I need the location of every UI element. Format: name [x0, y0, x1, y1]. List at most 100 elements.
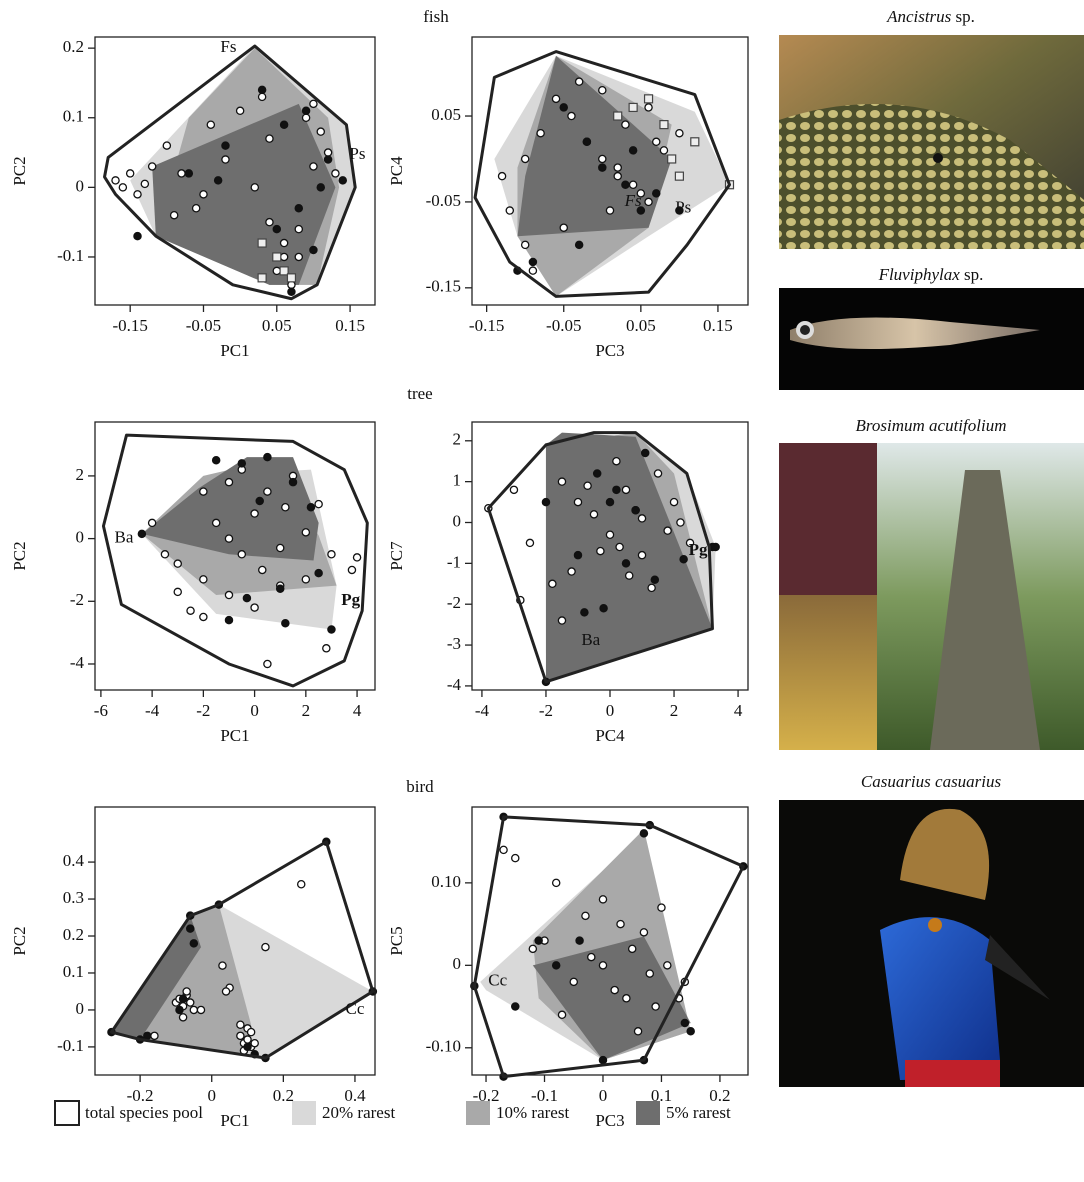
- point-open: [160, 550, 170, 559]
- point-annotation: Cc: [346, 999, 365, 1018]
- point-open: [236, 1020, 245, 1029]
- point-open: [199, 190, 208, 199]
- point-square: [257, 273, 267, 283]
- point-open: [652, 137, 661, 147]
- panel: -0.15 -0.05 0.05 0.15-0.15-0.050.05PC3PC4Fs…: [387, 36, 749, 360]
- point-open: [675, 128, 684, 138]
- point-filled: [631, 505, 640, 515]
- x-tick-label: -4: [475, 701, 490, 720]
- point-square: [628, 102, 638, 113]
- point-open: [322, 644, 331, 653]
- y-tick-label: 0: [76, 176, 85, 195]
- point-open: [182, 987, 191, 996]
- point-filled: [323, 155, 333, 164]
- point-open: [567, 111, 576, 121]
- point-open: [246, 1027, 256, 1037]
- x-axis-label: PC4: [595, 726, 625, 745]
- point-open: [605, 206, 615, 215]
- point-filled: [639, 829, 649, 838]
- y-tick-label: -0.15: [426, 277, 461, 296]
- x-tick-label: -0.1: [531, 1086, 558, 1105]
- point-filled: [652, 189, 661, 198]
- total-pool-hull: [486, 431, 714, 684]
- point-filled: [528, 257, 538, 267]
- point-open: [511, 853, 520, 863]
- y-tick-label: 0: [76, 528, 85, 547]
- point-filled: [573, 550, 583, 560]
- point-open: [279, 252, 289, 262]
- panel: -4 -2 0 2 4 -4 -3 -2 -1 0 1 2 PC4 PC7 Ba Pg: [387, 421, 749, 745]
- point-open: [296, 880, 306, 889]
- point-open: [624, 571, 634, 580]
- caption-rest: sp.: [960, 265, 984, 284]
- point-open: [536, 128, 545, 138]
- point-open: [265, 217, 274, 227]
- x-axis-label: PC3: [595, 341, 624, 360]
- point-square: [257, 238, 267, 248]
- rarity-hull: [111, 915, 201, 1040]
- point-open: [178, 1013, 188, 1022]
- point-open: [173, 559, 182, 568]
- point-filled: [650, 575, 660, 584]
- point-open: [263, 487, 272, 496]
- point-open: [224, 590, 234, 600]
- point-open: [352, 553, 362, 562]
- point-filled: [686, 1027, 695, 1036]
- point-open: [189, 1005, 199, 1015]
- point-filled: [257, 85, 267, 95]
- point-open: [596, 546, 605, 556]
- photo-caption: Ancistrus sp.: [886, 7, 975, 26]
- x-tick-label: -4: [145, 701, 160, 720]
- point-open: [327, 550, 336, 559]
- point-open: [627, 944, 637, 954]
- legend-swatch: [54, 1100, 80, 1126]
- point-open: [559, 223, 568, 232]
- point-open: [243, 1035, 252, 1044]
- point-filled: [294, 203, 304, 213]
- point-filled: [612, 485, 621, 495]
- y-tick-label: -3: [447, 634, 461, 653]
- point-open: [573, 497, 583, 507]
- point-square: [279, 266, 289, 276]
- point-open: [316, 127, 326, 136]
- point-open: [237, 550, 247, 559]
- y-tick-label: -0.10: [426, 1037, 461, 1056]
- y-axis-label: PC2: [10, 541, 29, 570]
- point-filled: [178, 994, 188, 1004]
- point-open: [557, 616, 567, 625]
- point-filled: [309, 245, 318, 255]
- y-tick-label: -0.1: [57, 1036, 84, 1055]
- point-annotation: Pg: [341, 590, 360, 609]
- point-open: [185, 998, 195, 1007]
- total-pool-hull: [103, 44, 357, 301]
- point-open: [162, 141, 172, 150]
- legend-swatch: [636, 1101, 660, 1125]
- point-filled: [598, 1055, 608, 1065]
- point-open: [497, 171, 507, 181]
- point-filled: [511, 1002, 520, 1011]
- point-filled: [213, 176, 223, 185]
- point-open: [653, 469, 663, 478]
- point-open: [605, 530, 615, 540]
- x-tick-label: -0.2: [127, 1086, 154, 1105]
- y-tick-label: -2: [447, 593, 461, 612]
- point-open: [581, 911, 590, 921]
- x-tick-label: 2: [302, 701, 311, 720]
- point-filled: [279, 120, 289, 129]
- point-open: [645, 969, 655, 978]
- point-open: [199, 487, 208, 496]
- point-open: [257, 92, 267, 102]
- x-tick-label: 0: [207, 1086, 216, 1105]
- point-open: [331, 169, 340, 178]
- point-filled: [189, 939, 199, 948]
- point-open: [236, 1031, 245, 1041]
- photo-caption: Casuarius casuarius: [861, 772, 1002, 791]
- point-open: [301, 528, 311, 537]
- y-tick-label: 0: [453, 954, 462, 973]
- point-open: [218, 961, 227, 970]
- x-tick-label: 0.15: [703, 316, 733, 335]
- rarity-hull: [141, 457, 319, 561]
- point-open: [224, 477, 234, 487]
- y-tick-label: 0.05: [431, 105, 461, 124]
